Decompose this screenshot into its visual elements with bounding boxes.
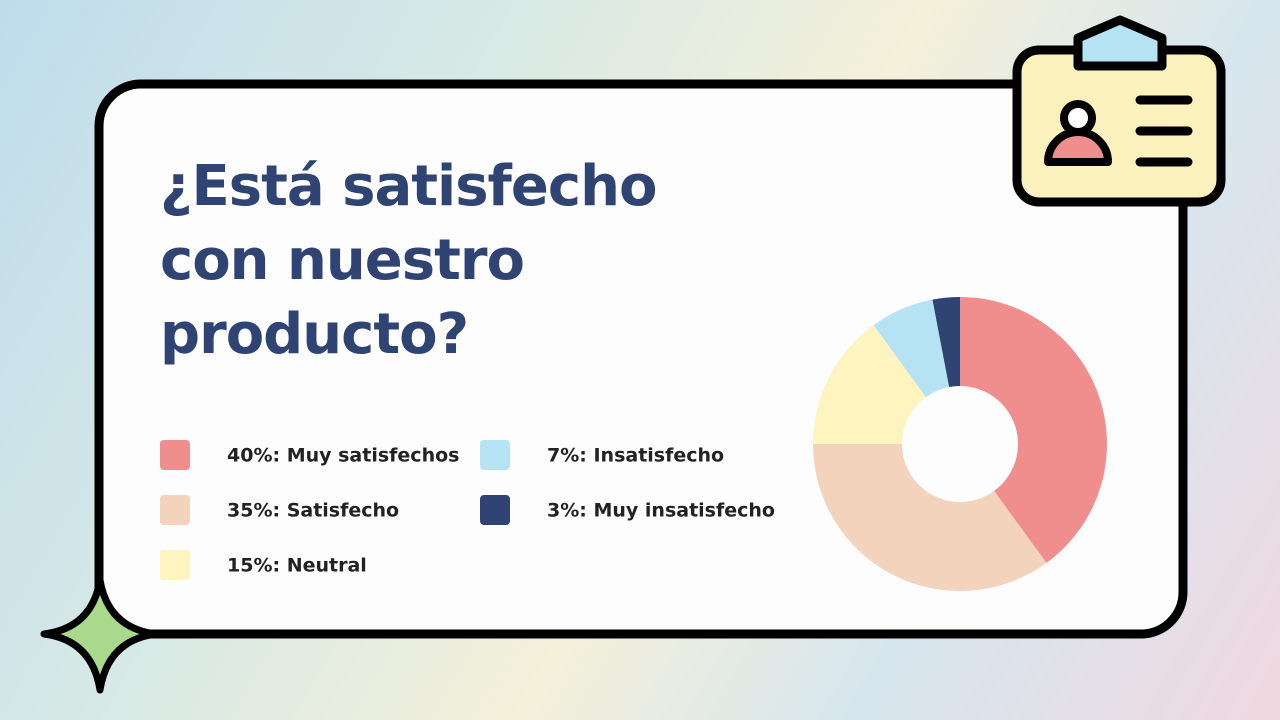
legend-label: 40%: Muy satisfechos (227, 445, 459, 467)
legend-label: 7%: Insatisfecho (547, 445, 724, 467)
donut (812, 297, 1107, 591)
legend-swatch (480, 440, 510, 470)
legend-swatch (480, 495, 510, 525)
donut-slice (813, 325, 926, 444)
star (40, 576, 160, 694)
donut-slice (932, 297, 960, 388)
legend-swatch (160, 495, 190, 525)
legend-label: 35%: Satisfecho (227, 500, 399, 522)
donut-slice (812, 444, 1047, 591)
legend-swatch (160, 550, 190, 580)
donut-slice (873, 299, 950, 398)
legend-label: 15%: Neutral (227, 555, 367, 577)
legend-swatch (160, 440, 190, 470)
badge-icon (1012, 15, 1226, 207)
donut-slice (960, 297, 1107, 563)
legend-label: 3%: Muy insatisfecho (547, 500, 775, 522)
chart-title: ¿Está satisfecho con nuestro producto? (160, 154, 657, 367)
legend: 40%: Muy satisfechos 35%: Satisfecho 15%: … (160, 440, 775, 580)
